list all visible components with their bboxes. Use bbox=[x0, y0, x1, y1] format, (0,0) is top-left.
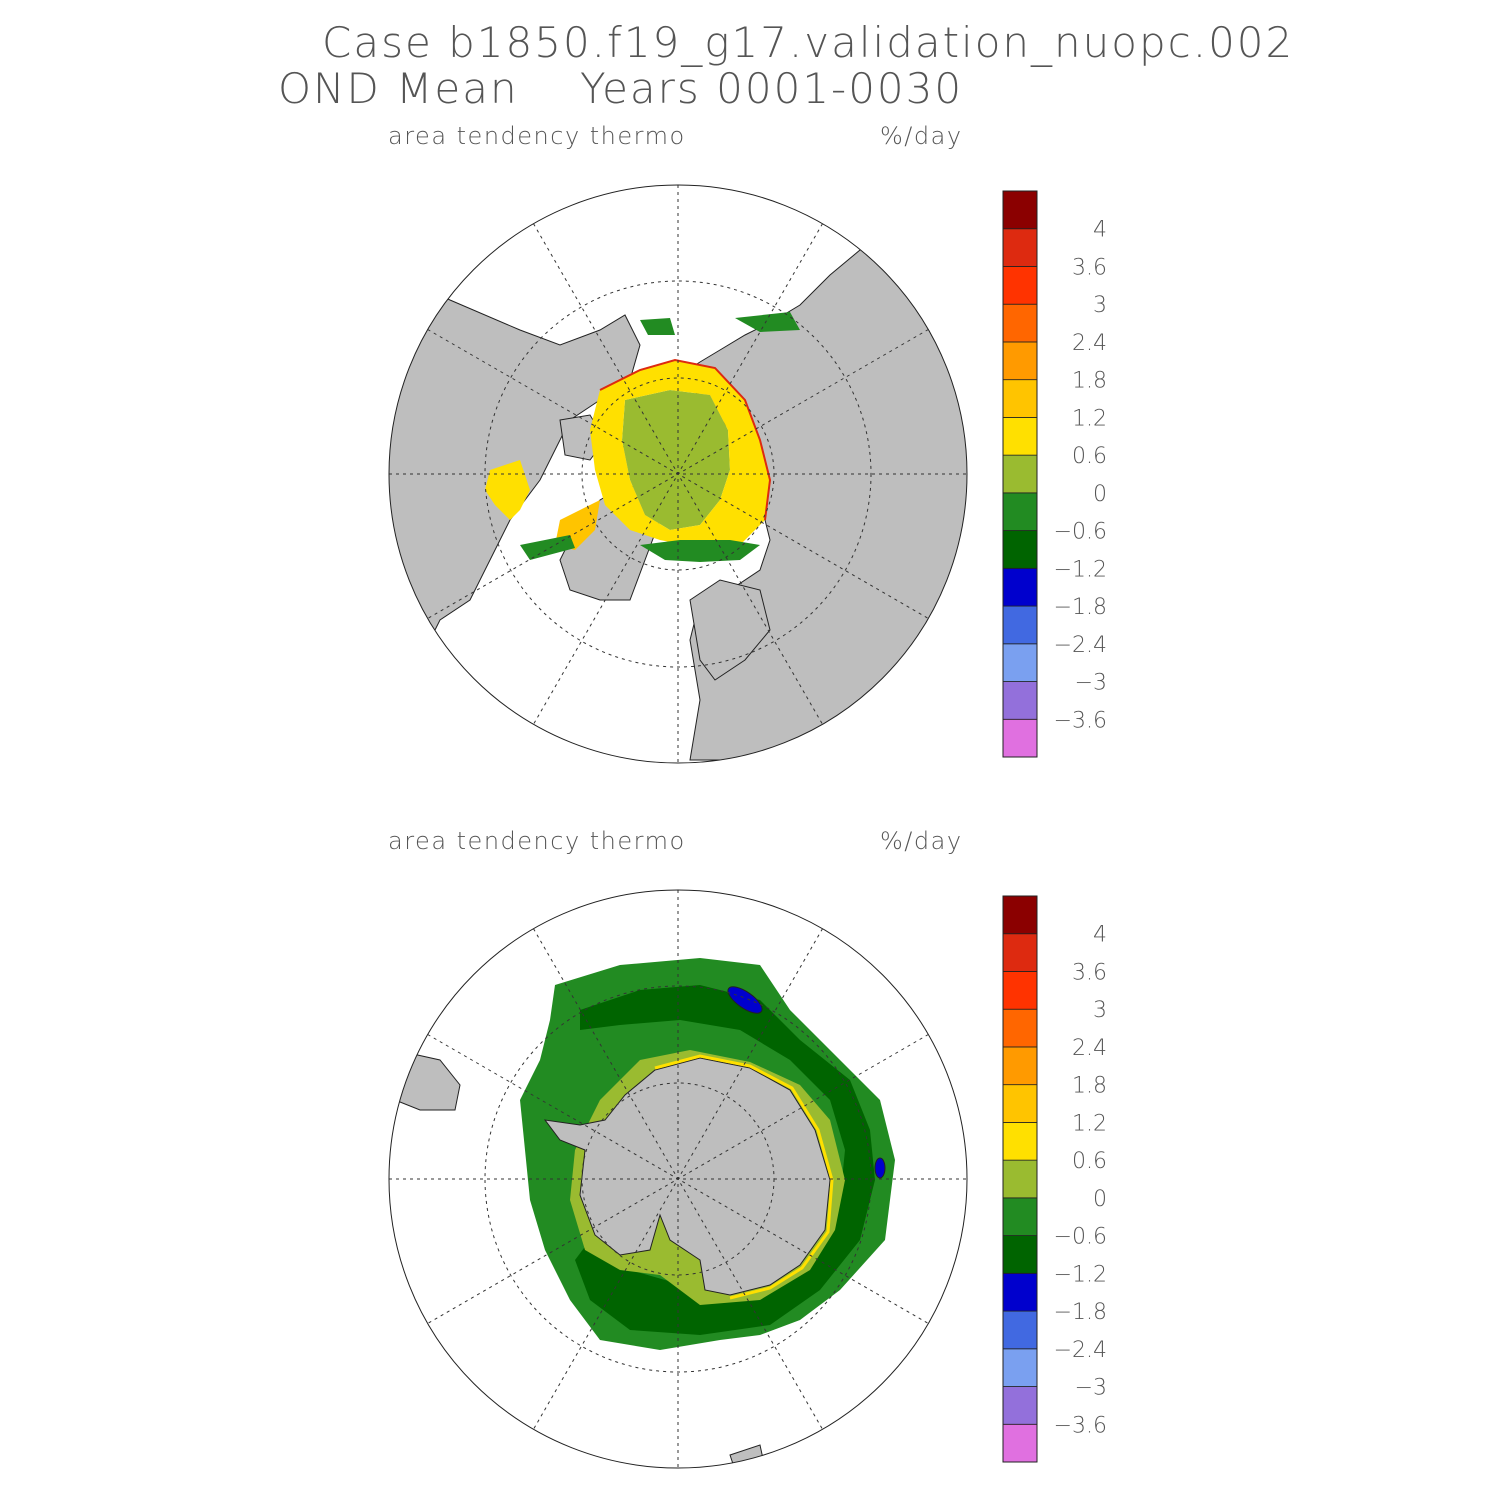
south-colorbar-tick-label: −1.2 bbox=[1054, 1262, 1107, 1287]
south-negative-spot-1 bbox=[727, 986, 763, 1014]
north-colorbar-tick-label: −0.6 bbox=[1054, 520, 1107, 545]
north-colorbar-tick-label: 0 bbox=[1093, 482, 1107, 507]
north-colorbar-swatch bbox=[1002, 416, 1038, 456]
south-colorbar-outline bbox=[1002, 895, 1038, 1463]
north-landmass-scandinavia bbox=[689, 579, 771, 681]
north-colorbar-tick-label: −2.4 bbox=[1054, 633, 1107, 658]
south-colorbar-swatch bbox=[1002, 1084, 1038, 1123]
north-colorbar-tick-label: 3 bbox=[1093, 293, 1107, 318]
south-colorbar-swatch bbox=[1002, 1122, 1038, 1161]
south-colorbar-swatch bbox=[1002, 895, 1038, 935]
south-map-border bbox=[388, 889, 968, 1469]
south-colorbar-tick-label: 2.4 bbox=[1072, 1036, 1107, 1061]
north-colorbar-tick-label: −1.2 bbox=[1054, 557, 1107, 582]
north-polar-map bbox=[388, 184, 968, 764]
south-negative-spot-2 bbox=[874, 1157, 886, 1179]
north-colorbar-tick-label: 0.6 bbox=[1072, 444, 1107, 469]
north-ice-center bbox=[622, 390, 730, 530]
north-colorbar-swatch bbox=[1002, 228, 1038, 267]
north-colorbar-tick-label: 2.4 bbox=[1072, 331, 1107, 356]
north-variable-label: area tendency thermo bbox=[388, 122, 686, 150]
south-colorbar-swatch bbox=[1002, 1423, 1038, 1463]
south-colorbar-swatch bbox=[1002, 933, 1038, 972]
north-colorbar-tick-label: −1.8 bbox=[1054, 595, 1107, 620]
figure-title-line2: OND Mean Years 0001-0030 bbox=[278, 64, 964, 113]
south-colorbar-swatch bbox=[1002, 1197, 1038, 1237]
south-colorbar-swatch bbox=[1002, 1272, 1038, 1312]
south-colorbar-tick-label: −2.4 bbox=[1054, 1338, 1107, 1363]
south-colorbar-swatch bbox=[1002, 1386, 1038, 1425]
north-colorbar-tick-label: 1.2 bbox=[1072, 406, 1107, 431]
south-colorbar-tick-label: 3.6 bbox=[1072, 960, 1107, 985]
south-colorbar-tick-label: −1.8 bbox=[1054, 1300, 1107, 1325]
north-colorbar: −3.6 −3 −2.4 −1.8 −1.2 −0.6 0 0.6 1.2 1.8 2.4 3 3.6 4 bbox=[1002, 190, 1107, 758]
south-graticule bbox=[389, 890, 967, 1468]
south-colorbar-tick-label: −0.6 bbox=[1054, 1225, 1107, 1250]
north-colorbar-swatch bbox=[1002, 605, 1038, 645]
north-colorbar-swatch bbox=[1002, 341, 1038, 381]
south-colorbar-swatch bbox=[1002, 1235, 1038, 1274]
north-colorbar-outline bbox=[1002, 190, 1038, 758]
north-colorbar-swatch bbox=[1002, 454, 1038, 494]
north-map-border bbox=[388, 184, 968, 764]
south-polar-map bbox=[388, 889, 968, 1469]
figure-title-line1: Case b1850.f19_g17.validation_nuopc.002 bbox=[322, 18, 1295, 67]
north-colorbar-swatch bbox=[1002, 492, 1038, 532]
north-colorbar-swatch bbox=[1002, 379, 1038, 418]
south-colorbar-tick-label: 3 bbox=[1093, 998, 1107, 1023]
north-colorbar-swatch bbox=[1002, 303, 1038, 343]
north-colorbar-swatch bbox=[1002, 266, 1038, 305]
south-units-label: %/day bbox=[880, 827, 963, 855]
south-colorbar-swatch bbox=[1002, 1008, 1038, 1048]
north-units-label: %/day bbox=[880, 122, 963, 150]
south-ice-darkband bbox=[575, 985, 875, 1335]
south-colorbar: −3.6 −3 −2.4 −1.8 −1.2 −0.6 0 0.6 1.2 1.8 2.4 3 3.6 4 bbox=[1002, 895, 1107, 1463]
south-colorbar-swatch bbox=[1002, 1159, 1038, 1199]
south-colorbar-swatch bbox=[1002, 971, 1038, 1010]
south-landmass-antarctica bbox=[543, 1057, 831, 1296]
north-colorbar-swatch bbox=[1002, 643, 1038, 682]
south-colorbar-tick-label: −3 bbox=[1075, 1376, 1107, 1401]
north-colorbar-swatch bbox=[1002, 718, 1038, 758]
north-colorbar-tick-label: 4 bbox=[1093, 218, 1107, 243]
north-ice-edge-red bbox=[599, 358, 772, 521]
south-colorbar-tick-label: 4 bbox=[1093, 923, 1107, 948]
north-graticule bbox=[389, 185, 967, 763]
north-ice-hudson bbox=[485, 460, 530, 520]
south-colorbar-swatch bbox=[1002, 1046, 1038, 1086]
south-colorbar-tick-label: 1.2 bbox=[1072, 1111, 1107, 1136]
south-colorbar-tick-label: 0 bbox=[1093, 1187, 1107, 1212]
south-ice-coast-yellow bbox=[654, 1054, 834, 1300]
south-colorbar-swatch bbox=[1002, 1348, 1038, 1387]
north-colorbar-tick-label: 1.8 bbox=[1072, 369, 1107, 394]
south-colorbar-swatch bbox=[1002, 1310, 1038, 1350]
north-colorbar-tick-label: −3.6 bbox=[1054, 708, 1107, 733]
south-variable-label: area tendency thermo bbox=[388, 827, 686, 855]
south-colorbar-tick-label: 0.6 bbox=[1072, 1149, 1107, 1174]
north-colorbar-tick-label: 3.6 bbox=[1072, 255, 1107, 280]
north-colorbar-swatch bbox=[1002, 681, 1038, 720]
north-colorbar-swatch bbox=[1002, 567, 1038, 607]
north-colorbar-swatch bbox=[1002, 190, 1038, 230]
north-colorbar-tick-label: −3 bbox=[1075, 671, 1107, 696]
south-colorbar-tick-label: 1.8 bbox=[1072, 1074, 1107, 1099]
south-colorbar-tick-label: −3.6 bbox=[1054, 1413, 1107, 1438]
north-colorbar-swatch bbox=[1002, 530, 1038, 569]
